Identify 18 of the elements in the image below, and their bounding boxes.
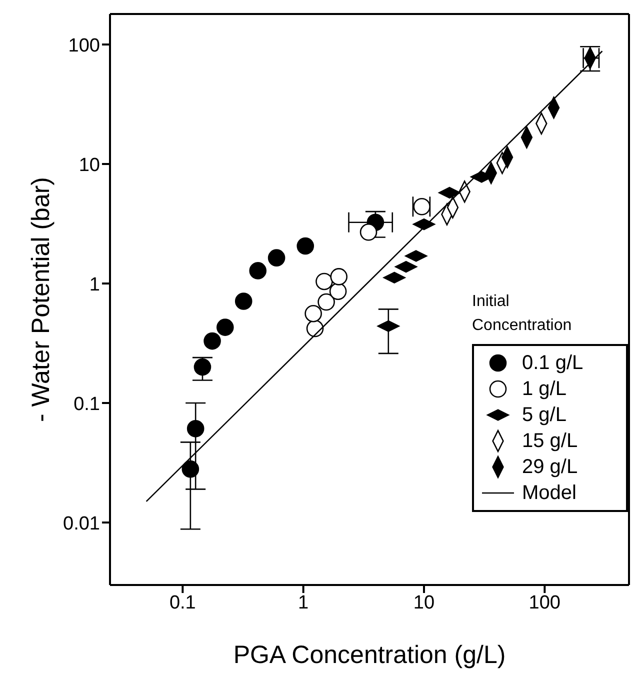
x-tick-label: 0.1 [169, 592, 196, 614]
legend-title: Initial Concentration [472, 292, 573, 336]
x-tick-label: 100 [528, 592, 561, 614]
legend-label: 1 g/L [522, 378, 566, 400]
legend-label: 15 g/L [522, 430, 578, 452]
x-tick-label: 1 [298, 592, 309, 614]
x-tick-label: 10 [413, 592, 435, 614]
legend-label: 0.1 g/L [522, 352, 584, 374]
legend-label: 29 g/L [522, 456, 578, 478]
legend-label: Model [522, 482, 576, 504]
y-tick-label: 0.01 [63, 513, 100, 534]
y-tick-label: 10 [78, 154, 100, 176]
y-tick-label: 0.1 [74, 394, 100, 415]
legend-label: 5 g/L [522, 404, 566, 426]
x-axis-title: PGA Concentration (g/L) [233, 641, 506, 669]
y-axis-title: - Water Potential (bar) [26, 177, 55, 422]
y-tick-label: 1 [89, 274, 100, 296]
y-tick-label: 100 [68, 35, 100, 56]
